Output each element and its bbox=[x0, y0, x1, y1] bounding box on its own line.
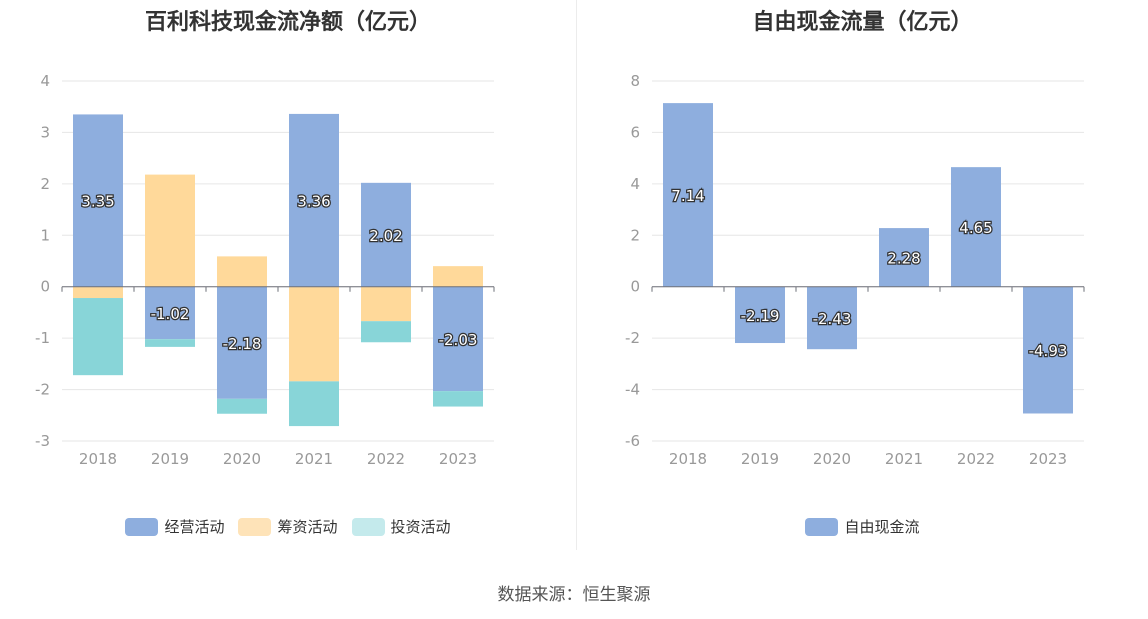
bar-segment[interactable] bbox=[1023, 286, 1073, 414]
right-chart-panel: 自由现金流量（亿元） 8 6 4 2 0 -2 -4 -6 2018 2019 2020 2021 20… bbox=[577, 0, 1148, 560]
y-tick-label: 4 bbox=[40, 72, 50, 90]
bar-segment[interactable] bbox=[73, 114, 123, 287]
x-tick-label: 2019 bbox=[741, 450, 779, 468]
bar-segment[interactable] bbox=[289, 381, 339, 427]
bar-segment[interactable] bbox=[433, 286, 483, 392]
left-chart-title: 百利科技现金流净额（亿元） bbox=[144, 10, 431, 35]
x-tick-label: 2022 bbox=[367, 450, 405, 468]
bar-segment[interactable] bbox=[145, 174, 195, 287]
bar-segment[interactable] bbox=[361, 286, 411, 322]
y-tick-label: -3 bbox=[35, 432, 50, 450]
data-label: -2.19 bbox=[741, 307, 780, 325]
legend-swatch-fcf bbox=[805, 517, 839, 536]
y-tick-label: 4 bbox=[630, 175, 640, 193]
legend-swatch-investing bbox=[351, 517, 385, 536]
legend-label-financing: 筹资活动 bbox=[277, 518, 338, 536]
x-tick-label: 2022 bbox=[957, 450, 995, 468]
x-tick-label: 2021 bbox=[885, 450, 923, 468]
y-tick-label: 2 bbox=[630, 226, 640, 244]
x-tick-label: 2023 bbox=[1029, 450, 1067, 468]
y-tick-label: -4 bbox=[625, 381, 640, 399]
data-label: 2.28 bbox=[887, 249, 920, 267]
data-label: 7.14 bbox=[671, 187, 704, 205]
bar-segment[interactable] bbox=[217, 398, 267, 414]
bar-segment[interactable] bbox=[217, 286, 267, 399]
data-label: 2.02 bbox=[369, 227, 402, 245]
bar-segment[interactable] bbox=[663, 103, 713, 287]
data-label: -2.43 bbox=[813, 310, 852, 328]
y-tick-label: 1 bbox=[40, 226, 50, 244]
x-tick-label: 2020 bbox=[223, 450, 261, 468]
bar-segment[interactable] bbox=[807, 286, 857, 350]
y-tick-label: -2 bbox=[625, 329, 640, 347]
legend-label-operating: 经营活动 bbox=[164, 518, 225, 536]
right-chart-svg: 8 6 4 2 0 -2 -4 -6 2018 2019 2020 2021 2022 2023 7.14 -… bbox=[625, 72, 1085, 468]
left-chart-panel: 百利科技现金流净额（亿元） 4 3 2 1 0 -1 -2 -3 2018 2019 2020 202… bbox=[0, 0, 576, 560]
data-label: -2.18 bbox=[223, 335, 262, 353]
y-tick-label: 0 bbox=[630, 278, 640, 296]
y-tick-label: 2 bbox=[40, 175, 50, 193]
x-tick-label: 2021 bbox=[295, 450, 333, 468]
right-chart-legend: 自由现金流 bbox=[577, 516, 1148, 537]
bar-segment[interactable] bbox=[433, 266, 483, 287]
data-source: 数据来源：恒生聚源 bbox=[497, 585, 651, 605]
data-label: 3.36 bbox=[297, 192, 330, 210]
bar-segment[interactable] bbox=[951, 167, 1001, 287]
y-tick-label: -1 bbox=[35, 329, 50, 347]
legend-label-investing: 投资活动 bbox=[390, 518, 451, 536]
legend-item-investing[interactable]: 投资活动 bbox=[351, 516, 451, 537]
right-chart-title: 自由现金流量（亿元） bbox=[752, 10, 973, 35]
x-tick-label: 2018 bbox=[79, 450, 117, 468]
bar-segment[interactable] bbox=[73, 298, 123, 376]
y-tick-label: -2 bbox=[35, 381, 50, 399]
legend-item-operating[interactable]: 经营活动 bbox=[125, 516, 224, 537]
legend-swatch-financing bbox=[238, 517, 272, 536]
x-tick-label: 2019 bbox=[151, 450, 189, 468]
bar-segment[interactable] bbox=[433, 391, 483, 407]
left-chart-svg: 4 3 2 1 0 -1 -2 -3 2018 2019 2020 2021 2022 2023 3.35 -… bbox=[35, 72, 495, 468]
y-tick-label: 3 bbox=[40, 123, 50, 141]
legend-item-financing[interactable]: 筹资活动 bbox=[238, 516, 338, 537]
bar-segment[interactable] bbox=[217, 256, 267, 287]
legend-swatch-operating bbox=[125, 517, 159, 536]
bar-segment[interactable] bbox=[145, 286, 195, 340]
bar-segment[interactable] bbox=[289, 113, 339, 287]
y-tick-label: 8 bbox=[630, 72, 640, 90]
bar-segment[interactable] bbox=[879, 228, 929, 287]
x-tick-label: 2020 bbox=[813, 450, 851, 468]
data-label: -1.02 bbox=[151, 305, 190, 323]
panel-divider bbox=[576, 0, 577, 550]
bar-segment[interactable] bbox=[145, 339, 195, 347]
x-tick-label: 2018 bbox=[669, 450, 707, 468]
bar-segment[interactable] bbox=[289, 286, 339, 382]
y-tick-label: 0 bbox=[40, 278, 50, 296]
y-tick-label: 6 bbox=[630, 123, 640, 141]
legend-item-fcf[interactable]: 自由现金流 bbox=[805, 516, 920, 537]
bar-segment[interactable] bbox=[73, 286, 123, 299]
data-label: -2.03 bbox=[439, 331, 478, 349]
bar-segment[interactable] bbox=[361, 182, 411, 287]
x-tick-label: 2023 bbox=[439, 450, 477, 468]
data-label: -4.93 bbox=[1029, 342, 1068, 360]
legend-label-fcf: 自由现金流 bbox=[844, 518, 920, 536]
bar-segment[interactable] bbox=[361, 321, 411, 343]
data-label: 4.65 bbox=[959, 219, 992, 237]
data-label: 3.35 bbox=[81, 193, 114, 211]
left-chart-legend: 经营活动 筹资活动 投资活动 bbox=[0, 516, 576, 537]
y-tick-label: -6 bbox=[625, 432, 640, 450]
bar-segment[interactable] bbox=[735, 286, 785, 344]
